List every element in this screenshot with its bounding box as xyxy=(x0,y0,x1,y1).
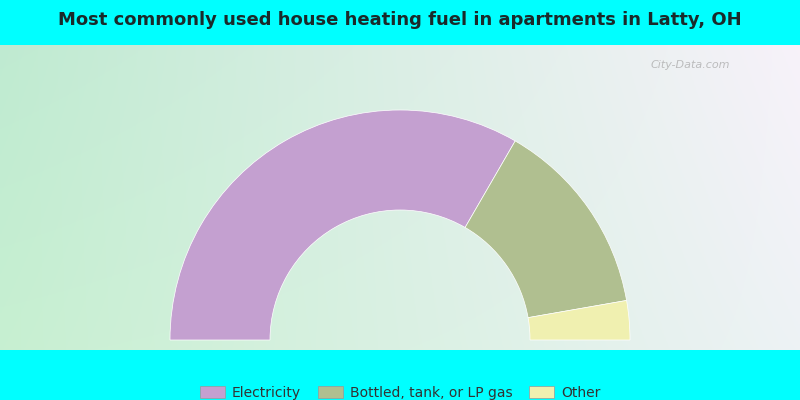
Wedge shape xyxy=(528,300,630,340)
Text: City-Data.com: City-Data.com xyxy=(650,60,730,70)
Legend: Electricity, Bottled, tank, or LP gas, Other: Electricity, Bottled, tank, or LP gas, O… xyxy=(194,380,606,400)
Text: Most commonly used house heating fuel in apartments in Latty, OH: Most commonly used house heating fuel in… xyxy=(58,11,742,29)
Wedge shape xyxy=(465,141,626,318)
Wedge shape xyxy=(170,110,515,340)
